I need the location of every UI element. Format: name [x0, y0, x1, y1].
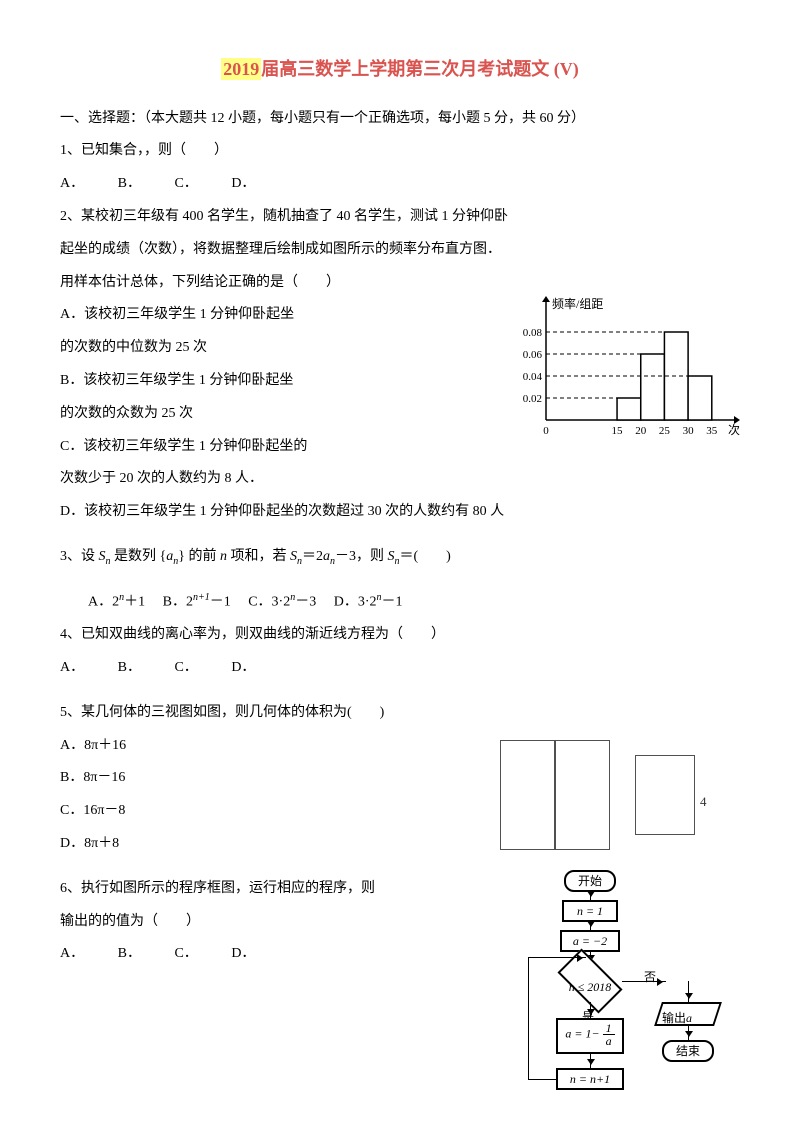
q3-opt-a: A．2n＋1 — [88, 587, 145, 618]
fc-arrow-5 — [590, 1054, 591, 1068]
q3-options: A．2n＋1 B．2n+1－1 C．3·2n－3 D．3·2n－1 — [60, 587, 740, 618]
fc-out-pre: 输出 — [662, 1011, 686, 1025]
q3-t7: ＝( ) — [399, 549, 450, 564]
q2-c1: C．该校初三年级学生 1 分钟仰卧起坐的 — [60, 432, 490, 463]
page-title: 2019届高三数学上学期第三次月考试题文 (V) — [60, 50, 740, 90]
q3-t6: －3，则 — [335, 549, 388, 564]
fc-cond-txt: n ≤ 2018 — [569, 980, 612, 994]
q3a2: ＋1 — [124, 594, 145, 609]
q5-opt-c: C．16π－8 — [60, 796, 490, 827]
q4-stem: 4、已知双曲线的离心率为，则双曲线的渐近线方程为（ ） — [60, 620, 740, 651]
histogram-figure: 0.02 0.04 0.06 0.08 0 15 20 25 30 35 频率/组距次数 — [510, 290, 740, 440]
q6-opt-b: B． — [118, 939, 141, 970]
q2-a1: A．该校初三年级学生 1 分钟仰卧起坐 — [60, 300, 490, 331]
fc-end: 结束 — [662, 1040, 714, 1062]
svg-text:频率/组距: 频率/组距 — [552, 296, 603, 311]
q3-t5: ＝2 — [302, 549, 323, 564]
fc-arrow-no — [622, 981, 666, 982]
q3-t2: 是数列 { — [111, 549, 167, 564]
svg-text:0.08: 0.08 — [523, 327, 543, 339]
q6-opt-a: A． — [60, 939, 84, 970]
q2-b2: 的次数的众数为 25 次 — [60, 399, 490, 430]
svg-text:25: 25 — [659, 425, 671, 437]
svg-text:0: 0 — [543, 425, 549, 437]
q3b2: －1 — [210, 594, 231, 609]
svg-text:35: 35 — [706, 425, 718, 437]
q2-l1: 2、某校初三年级有 400 名学生，随机抽查了 40 名学生，测试 1 分钟仰卧 — [60, 202, 740, 233]
q3c2: －3 — [295, 594, 316, 609]
title-year: 2019 — [221, 58, 261, 80]
title-rest: 届高三数学上学期第三次月考试题文 (V) — [261, 59, 579, 79]
geometry-views: 4 — [500, 740, 710, 860]
fc-inc: n = n+1 — [556, 1068, 624, 1090]
q1-opt-c: C． — [174, 169, 197, 200]
fc-arrow-4 — [590, 1002, 591, 1018]
q3-opt-b: B．2n+1－1 — [163, 587, 231, 618]
q6-options: A． B． C． D． — [60, 939, 490, 970]
fc-arrow-1 — [590, 890, 591, 900]
q6-opt-d: D． — [231, 939, 255, 970]
histogram-svg: 0.02 0.04 0.06 0.08 0 15 20 25 30 35 频率/组距次数 — [510, 290, 740, 440]
q3d1: D．3·2 — [334, 594, 377, 609]
q3-t1: 3、设 — [60, 549, 99, 564]
svg-text:20: 20 — [635, 425, 647, 437]
svg-text:15: 15 — [612, 425, 624, 437]
section-header: 一、选择题：（本大题共 12 小题，每小题只有一个正确选项，每小题 5 分，共 … — [60, 104, 740, 135]
q1-options: A． B． C． D． — [60, 169, 740, 200]
svg-text:0.02: 0.02 — [523, 393, 542, 405]
q3-stem: 3、设 Sn 是数列 {an} 的前 n 项和，若 Sn＝2an－3，则 Sn＝… — [60, 542, 740, 573]
q4-opt-b: B． — [118, 653, 141, 684]
svg-text:30: 30 — [683, 425, 695, 437]
fc-assign-pre: a = 1− — [565, 1026, 599, 1040]
fc-n1-txt: n = 1 — [577, 904, 603, 918]
q6-l1: 6、执行如图所示的程序框图，运行相应的程序，则 — [60, 874, 490, 905]
fc-arrow-6 — [688, 1026, 689, 1040]
fc-a2-txt: a = −2 — [573, 934, 607, 948]
fc-loop-h2 — [528, 957, 586, 958]
svg-text:次数: 次数 — [728, 422, 740, 437]
q1-stem: 1、已知集合，，则（ ） — [60, 136, 740, 167]
q3-t3: } 的前 — [178, 549, 220, 564]
fc-loop-v — [528, 957, 529, 1079]
q3b1: B．2 — [163, 594, 193, 609]
q1-opt-d: D． — [231, 169, 255, 200]
q4-opt-a: A． — [60, 653, 84, 684]
q2-b1: B．该校初三年级学生 1 分钟仰卧起坐 — [60, 366, 490, 397]
q5-opt-b: B．8π－16 — [60, 763, 490, 794]
fc-assign: a = 1− 1 a — [556, 1018, 624, 1054]
q5-stem: 5、某几何体的三视图如图，则几何体的体积为( ) — [60, 698, 490, 729]
flowchart-figure: 开始 n = 1 a = −2 n ≤ 2018 是 否 a = 1− 1 a … — [500, 870, 730, 1120]
q5-opt-a: A．8π＋16 — [60, 731, 490, 762]
fc-cond: n ≤ 2018 — [540, 974, 640, 1000]
fc-arrow-2 — [590, 920, 591, 930]
q3-opt-d: D．3·2n－1 — [334, 587, 403, 618]
fc-loop-h1 — [528, 1079, 556, 1080]
fc-frac-bot: a — [603, 1035, 615, 1047]
q1-opt-a: A． — [60, 169, 84, 200]
q6-opt-c: C． — [174, 939, 197, 970]
q3a1: A．2 — [88, 594, 119, 609]
q4-options: A． B． C． D． — [60, 653, 740, 684]
q2-d: D．该校初三年级学生 1 分钟仰卧起坐的次数超过 30 次的人数约有 80 人 — [60, 497, 740, 528]
fc-no: 否 — [644, 964, 656, 990]
q2-c2: 次数少于 20 次的人数约为 8 人． — [60, 464, 490, 495]
q2-l2: 起坐的成绩（次数），将数据整理后绘制成如图所示的频率分布直方图． — [60, 235, 740, 266]
q1-opt-b: B． — [118, 169, 141, 200]
q3d2: －1 — [382, 594, 403, 609]
fc-inc-txt: n = n+1 — [570, 1072, 610, 1086]
q4-opt-d: D． — [231, 653, 255, 684]
svg-text:0.06: 0.06 — [523, 349, 543, 361]
q6-l2: 输出的的值为（ ） — [60, 907, 490, 938]
q3-t4: 项和，若 — [227, 549, 290, 564]
svg-text:0.04: 0.04 — [523, 371, 543, 383]
q3-opt-c: C．3·2n－3 — [248, 587, 316, 618]
q2-a2: 的次数的中位数为 25 次 — [60, 333, 490, 364]
q3c1: C．3·2 — [248, 594, 290, 609]
fc-arrow-no-down — [688, 981, 689, 1002]
q5-opt-d: D．8π＋8 — [60, 829, 490, 860]
q4-opt-c: C． — [174, 653, 197, 684]
fc-out-var: a — [686, 1011, 692, 1025]
